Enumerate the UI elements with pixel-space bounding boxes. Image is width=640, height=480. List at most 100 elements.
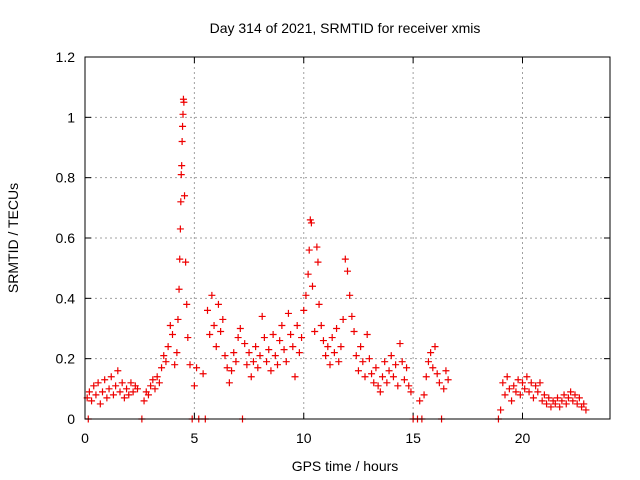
- data-point: [372, 364, 380, 372]
- data-point: [328, 334, 336, 342]
- data-point: [335, 358, 343, 366]
- data-point: [287, 331, 295, 339]
- data-point: [260, 334, 268, 342]
- data-point: [90, 382, 98, 390]
- data-point: [311, 328, 319, 336]
- data-point: [129, 388, 137, 396]
- data-point: [519, 379, 526, 387]
- data-point: [341, 255, 349, 263]
- data-point: [173, 349, 181, 357]
- data-point: [212, 343, 220, 351]
- data-point: [558, 397, 566, 405]
- data-point: [510, 382, 518, 390]
- data-point: [309, 282, 316, 290]
- data-point: [234, 334, 242, 342]
- data-point: [298, 334, 306, 342]
- data-point: [230, 349, 238, 357]
- data-point: [267, 367, 275, 375]
- data-point: [326, 361, 334, 369]
- data-point: [525, 388, 533, 396]
- data-point: [225, 379, 233, 387]
- data-point: [269, 331, 277, 339]
- data-point: [151, 385, 159, 393]
- data-point: [162, 358, 170, 366]
- data-point: [400, 376, 408, 384]
- data-point: [204, 306, 211, 314]
- plot-frame: [84, 56, 611, 420]
- data-point: [359, 358, 367, 366]
- data-point: [376, 388, 384, 396]
- data-point: [427, 349, 435, 357]
- data-point: [330, 349, 338, 357]
- data-point: [94, 379, 102, 387]
- data-point: [383, 379, 391, 387]
- data-point: [164, 343, 172, 351]
- x-tick-label: 15: [405, 430, 421, 446]
- data-point: [112, 382, 120, 390]
- data-point: [543, 400, 551, 408]
- data-point: [337, 343, 345, 351]
- data-point: [532, 382, 540, 390]
- data-point: [289, 343, 297, 351]
- data-point: [179, 122, 187, 130]
- x-tick-label: 10: [296, 430, 312, 446]
- data-point: [387, 352, 395, 360]
- data-point: [105, 385, 113, 393]
- data-point: [505, 385, 513, 393]
- data-point: [306, 216, 314, 224]
- data-point: [381, 358, 389, 366]
- data-point: [374, 382, 382, 390]
- y-tick-label: 0.6: [56, 230, 76, 246]
- data-point: [536, 379, 544, 387]
- data-point: [243, 361, 251, 369]
- data-point: [551, 400, 559, 408]
- data-point: [363, 331, 371, 339]
- data-point: [300, 306, 308, 314]
- data-point: [134, 385, 141, 393]
- data-point: [174, 315, 182, 323]
- data-point: [236, 325, 244, 332]
- data-point: [221, 352, 229, 360]
- data-point: [571, 391, 579, 399]
- data-point: [210, 321, 218, 329]
- data-point: [352, 352, 360, 360]
- data-point: [503, 373, 511, 381]
- data-point: [314, 258, 322, 266]
- grid: [85, 57, 610, 419]
- data-point: [116, 388, 124, 396]
- data-point: [354, 367, 362, 375]
- data-point: [153, 373, 161, 381]
- data-point: [178, 137, 186, 145]
- data-point: [379, 373, 386, 381]
- data-point: [365, 355, 373, 363]
- data-point: [307, 219, 315, 227]
- data-point: [278, 321, 286, 329]
- data-point: [398, 358, 406, 366]
- data-point: [140, 397, 148, 405]
- data-point: [295, 349, 303, 357]
- data-point: [214, 300, 222, 308]
- data-point: [350, 328, 358, 336]
- y-axis-label: SRMTID / TECUs: [5, 183, 21, 293]
- x-axis-label: GPS time / hours: [292, 458, 399, 474]
- data-point: [569, 397, 577, 405]
- data-point: [534, 388, 542, 396]
- data-point: [256, 352, 264, 360]
- data-point: [319, 337, 327, 345]
- data-point: [512, 388, 520, 396]
- data-point: [324, 343, 332, 351]
- data-point: [433, 370, 441, 378]
- data-point: [99, 388, 106, 396]
- data-point: [348, 312, 356, 320]
- y-tick-label: 0.4: [56, 290, 76, 306]
- data-point: [206, 331, 214, 339]
- data-point: [271, 352, 279, 360]
- data-point: [101, 376, 109, 384]
- data-point: [523, 373, 531, 381]
- data-point: [228, 367, 236, 375]
- data-point: [147, 382, 155, 390]
- data-point: [241, 340, 249, 348]
- data-point: [178, 162, 186, 170]
- data-point: [357, 343, 365, 351]
- data-point: [540, 391, 548, 399]
